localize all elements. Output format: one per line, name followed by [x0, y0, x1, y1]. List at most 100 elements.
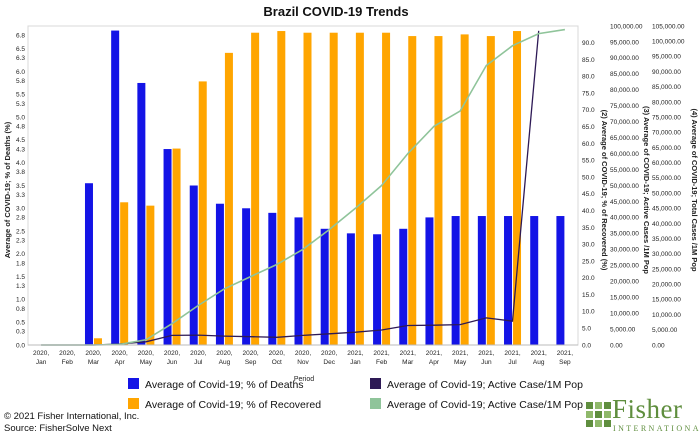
bar-recovered: [251, 32, 260, 345]
y2-tick-label: 85.0: [582, 57, 595, 64]
y1-tick-label: 4.0: [16, 160, 25, 167]
y1-tick-label: 4.5: [16, 137, 25, 144]
bar-deaths: [294, 217, 303, 345]
x-tick-label: 2020, Mar: [85, 350, 101, 366]
bar-recovered: [460, 34, 469, 345]
x-tick-label: 2021, Apr: [426, 350, 442, 366]
y1-tick-label: 2.5: [16, 228, 25, 235]
y2-tick-label: 65.0: [582, 124, 595, 131]
y4-tick-label: 90,000.00: [652, 69, 681, 76]
y4-tick-label: 0.00: [652, 342, 665, 349]
y4-tick-label: 85,000.00: [652, 84, 681, 91]
bar-deaths: [320, 228, 329, 345]
y1-tick-label: 0.5: [16, 320, 25, 327]
bar-recovered: [93, 338, 102, 345]
y3-tick-label: 95,000.00: [610, 39, 639, 46]
y3-tick-label: 65,000.00: [610, 135, 639, 142]
legend-swatch-active-green: [370, 398, 381, 409]
y3-tick-label: 45,000.00: [610, 199, 639, 206]
bar-recovered: [434, 36, 443, 346]
y1-tick-label: 0.8: [16, 306, 25, 313]
y2-tick-label: 20.0: [582, 275, 595, 282]
y3-tick-label: 70,000.00: [610, 119, 639, 126]
bar-recovered: [486, 36, 495, 346]
y4-tick-label: 35,000.00: [652, 236, 681, 243]
bar-deaths: [373, 234, 382, 345]
y1-tick-label: 4.8: [16, 124, 25, 131]
y3-tick-label: 50,000.00: [610, 183, 639, 190]
y1-tick-label: 2.3: [16, 237, 25, 244]
y4-tick-label: 55,000.00: [652, 175, 681, 182]
bar-recovered: [120, 202, 129, 345]
legend: Average of Covid-19; % of Deaths Average…: [0, 370, 700, 411]
bar-deaths: [504, 216, 513, 345]
y2-tick-label: 15.0: [582, 292, 595, 299]
legend-label-recovered: Average of Covid-19; % of Recovered: [145, 399, 322, 411]
legend-item-active-dark: Average of Covid-19; Active Case/1M Pop: [370, 378, 583, 391]
bar-recovered: [224, 52, 233, 345]
legend-label-deaths: Average of Covid-19; % of Deaths: [145, 379, 304, 391]
x-tick-label: 2021, Aug: [531, 350, 547, 366]
bar-deaths: [530, 216, 539, 345]
bar-deaths: [268, 212, 277, 345]
x-tick-label: 2020, Oct: [269, 350, 285, 366]
bar-deaths: [346, 233, 355, 345]
legend-swatch-recovered: [128, 398, 139, 409]
x-tick-label: 2020, Aug: [216, 350, 232, 366]
y2-tick-label: 5.0: [582, 326, 591, 333]
bar-recovered: [329, 32, 338, 345]
x-tick-label: 2021, Sep: [557, 350, 573, 366]
legend-label-active-dark: Average of Covid-19; Active Case/1M Pop: [387, 379, 583, 391]
y2-tick-label: 70.0: [582, 107, 595, 114]
y1-tick-label: 6.0: [16, 69, 25, 76]
y3-tick-label: 100,000.00: [610, 23, 643, 30]
bar-recovered: [355, 32, 364, 345]
line-active-cases-green: [41, 28, 566, 346]
y4-tick-label: 70,000.00: [652, 130, 681, 137]
y1-tick-label: 0.0: [16, 342, 25, 349]
x-tick-label: 2021, Mar: [400, 350, 416, 366]
x-tick-label: 2021, Jan: [347, 350, 363, 366]
y4-tick-label: 65,000.00: [652, 145, 681, 152]
y4-tick-label: 30,000.00: [652, 251, 681, 258]
y2-tick-label: 0.0: [582, 342, 591, 349]
y1-tick-label: 3.8: [16, 169, 25, 176]
y2-axis-label: (2) Average of COVID-19; % of Recovered …: [600, 110, 609, 271]
x-axis-label: Period: [294, 376, 314, 383]
bar-deaths: [163, 149, 172, 345]
bar-deaths: [215, 203, 224, 345]
y1-tick-label: 6.5: [16, 46, 25, 53]
bar-series: [84, 30, 565, 346]
bar-recovered: [198, 81, 207, 345]
y2-tick-label: 50.0: [582, 174, 595, 181]
bar-recovered: [277, 31, 286, 346]
y3-tick-label: 60,000.00: [610, 151, 639, 158]
logo-mark-icon: [586, 402, 611, 427]
y4-axis-label: (4) Average of COVID-19; Total Cases /1M…: [690, 108, 699, 272]
x-tick-label: 2020, Jul: [190, 350, 206, 366]
y3-tick-label: 90,000.00: [610, 55, 639, 62]
y4-tick-label: 25,000.00: [652, 266, 681, 273]
source-text: Source: FisherSolve Next: [4, 423, 112, 434]
y4-tick-label: 40,000.00: [652, 221, 681, 228]
bar-deaths: [556, 216, 565, 345]
y3-axis-label: (3) Average of COVID-19; Active Cases /1…: [642, 106, 651, 274]
legend-item-recovered: Average of Covid-19; % of Recovered: [128, 398, 321, 411]
legend-item-active-green: Average of Covid-19; Active Case/1M Pop: [370, 398, 583, 411]
y4-tick-label: 75,000.00: [652, 114, 681, 121]
x-tick-label: 2020, May: [138, 350, 154, 366]
y2-tick-label: 10.0: [582, 309, 595, 316]
y1-tick-label: 4.3: [16, 146, 25, 153]
y3-tick-label: 80,000.00: [610, 87, 639, 94]
bar-recovered: [408, 36, 417, 346]
axes: 0.0 0.3 0.5 0.8 1.0 1.3 1.5 1.8 2.0 2.3 2.5 2.8 3.0 3…: [16, 23, 685, 366]
x-tick-label: 2021, Feb: [373, 350, 389, 366]
bar-deaths: [477, 216, 486, 345]
y1-tick-label: 2.8: [16, 215, 25, 222]
line-series: [41, 28, 566, 346]
bar-recovered: [303, 32, 312, 345]
y2-tick-label: 55.0: [582, 158, 595, 165]
y4-tick-label: 5,000.00: [652, 327, 678, 334]
y2-tick-label: 80.0: [582, 74, 595, 81]
